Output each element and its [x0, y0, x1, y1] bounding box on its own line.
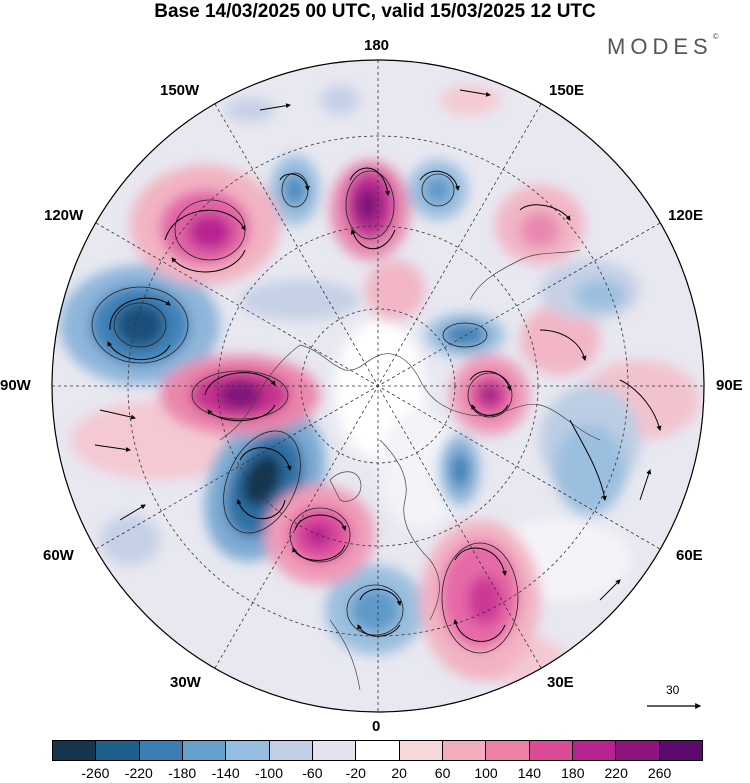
wind-vectors — [94, 89, 662, 642]
lon-label-90w: 90W — [0, 377, 31, 394]
colorbar-tick-label: 60 — [434, 765, 451, 781]
anomaly-centers — [60, 155, 625, 680]
colorbar-tick-label: 260 — [647, 765, 672, 781]
colorbar-tick-label: -140 — [211, 765, 240, 781]
colorbar-tick-label: 20 — [391, 765, 407, 781]
colorbar-segment — [181, 741, 226, 760]
contour-lines — [91, 170, 519, 654]
lon-label-0: 0 — [372, 718, 381, 735]
brand-logo: MODES© — [607, 32, 719, 59]
lon-label-120e: 120E — [668, 207, 704, 224]
colorbar-tick-label: -260 — [81, 765, 110, 781]
colorbar-tick-label: -180 — [168, 765, 197, 781]
colorbar-segment — [268, 741, 312, 760]
lon-label-120w: 120W — [44, 207, 84, 224]
lon-label-90e: 90E — [716, 377, 743, 394]
colorbar-tick-label: -20 — [345, 765, 366, 781]
colorbar-tick-label: -220 — [124, 765, 153, 781]
page-title: Base 14/03/2025 00 UTC, valid 15/03/2025… — [154, 1, 596, 22]
coastlines — [219, 249, 601, 691]
colorbar-segment — [95, 741, 139, 760]
map-boundary — [51, 59, 705, 713]
lon-label-150w: 150W — [160, 82, 200, 99]
colorbar-segment — [355, 741, 399, 760]
colorbar-tick-label: -100 — [254, 765, 284, 781]
colorbar-segment — [658, 741, 702, 760]
colorbar-segment — [571, 741, 616, 760]
colorbar-segment — [53, 741, 96, 760]
colorbar-segment — [485, 741, 529, 760]
colorbar-tick-label: 140 — [517, 765, 542, 781]
colorbar-segment — [311, 741, 356, 760]
colorbar-segment — [138, 741, 182, 760]
lon-label-30e: 30E — [547, 674, 574, 691]
colorbar-segment — [225, 741, 269, 760]
colorbar-tick-label: -60 — [302, 765, 323, 781]
colorbar-segment — [528, 741, 572, 760]
colorbar-tick-label: 220 — [604, 765, 628, 781]
colorbar-segment — [441, 741, 486, 760]
colorbar-tick-label: 180 — [561, 765, 585, 781]
lon-label-30w: 30W — [170, 674, 201, 691]
colorbar-segment — [615, 741, 659, 760]
lon-label-60w: 60W — [43, 547, 74, 564]
lon-label-180: 180 — [364, 37, 390, 54]
lon-label-60e: 60E — [676, 547, 703, 564]
colorbar-tick-label: 100 — [474, 765, 498, 781]
colorbar-segment — [398, 741, 442, 760]
reference-vector-value: 30 — [666, 683, 680, 697]
lon-label-150e: 150E — [549, 82, 585, 99]
colorbar — [52, 740, 703, 761]
graticule — [52, 60, 704, 712]
